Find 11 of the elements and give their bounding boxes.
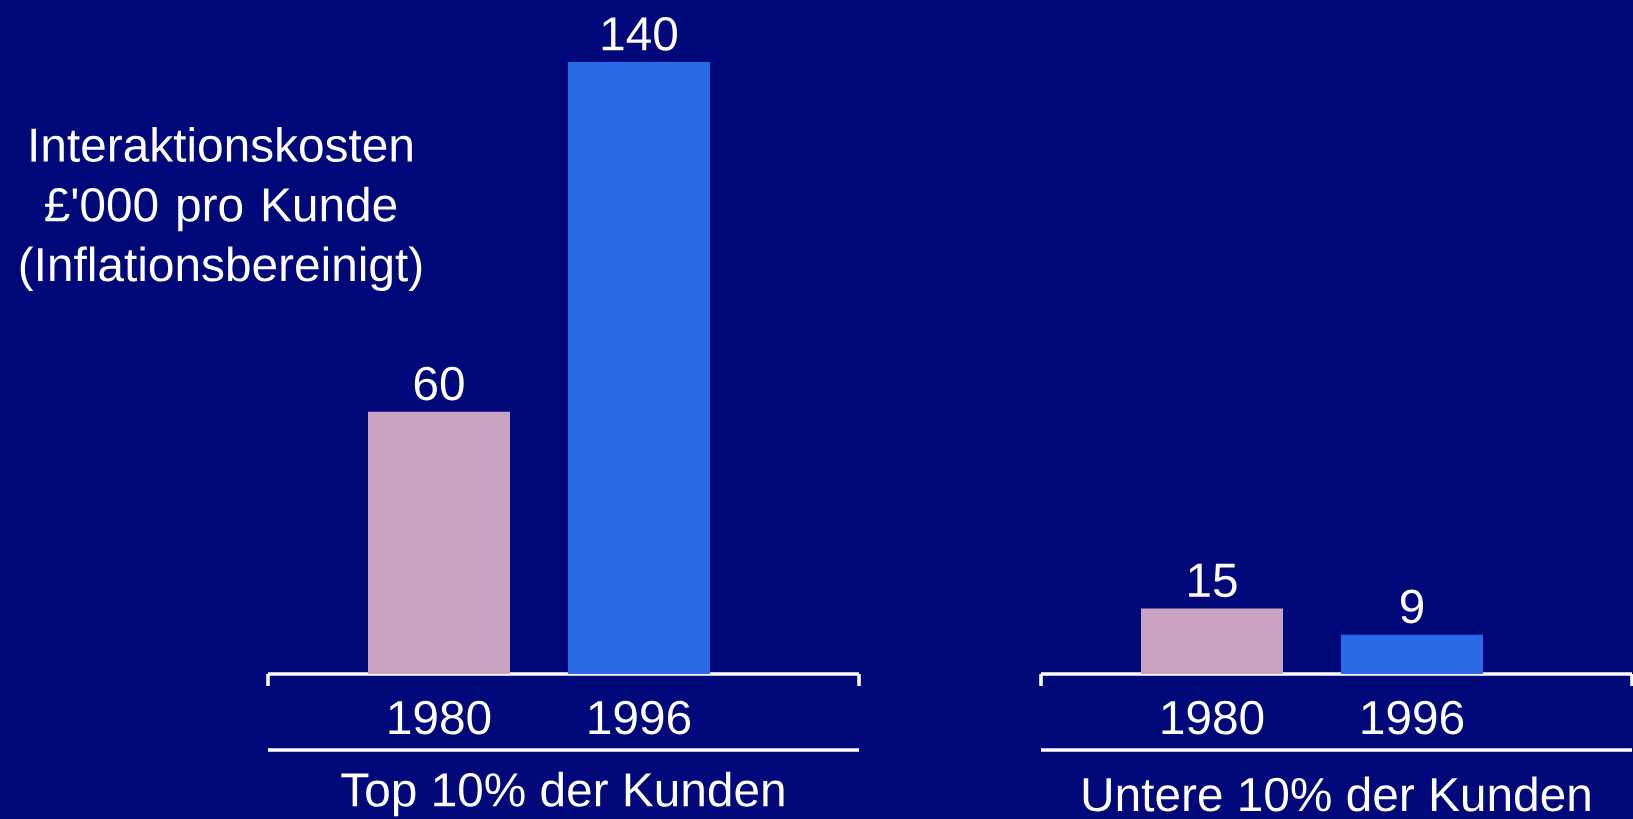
y-axis-title: Interaktionskosten £'000 pro Kunde (Inflationsbereinigt) — [20, 126, 422, 292]
data-label: 15 — [1189, 563, 1237, 598]
data-label: 9 — [1400, 589, 1424, 624]
x-axis-title: Untere 10% der Kunden — [1083, 776, 1590, 812]
x-tick-label: 1980 — [389, 700, 491, 735]
x-tick-label: 1996 — [1362, 700, 1464, 735]
x-tick-label: 1996 — [589, 700, 691, 735]
x-tick-label: 1980 — [1162, 700, 1264, 735]
x-axis-title: Top 10% der Kunden — [341, 771, 784, 817]
data-label: 140 — [602, 16, 677, 51]
data-label: 60 — [414, 366, 464, 401]
